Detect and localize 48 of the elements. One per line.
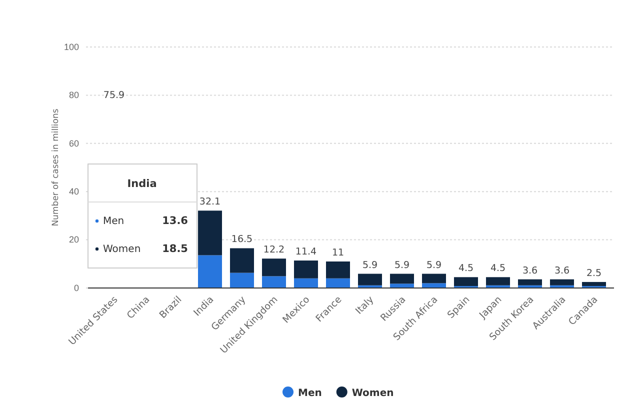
total-label: 2.5 <box>586 268 602 279</box>
total-label: 12.2 <box>263 244 285 256</box>
legend-label: Men <box>298 388 322 399</box>
total-label: 16.5 <box>231 234 253 246</box>
y-tick-label: 80 <box>68 90 79 100</box>
annotation: India <box>127 178 157 190</box>
total-label: 5.9 <box>362 260 378 271</box>
legend-label: Women <box>352 388 394 399</box>
y-tick-label: 0 <box>74 282 79 293</box>
total-label: 5.9 <box>426 260 442 271</box>
bar <box>326 278 350 288</box>
total-label: 5.9 <box>394 260 410 271</box>
annotation: 18.5 <box>162 243 188 255</box>
bar <box>198 255 222 288</box>
annotation: 75.9 <box>103 90 125 101</box>
y-tick-label: 40 <box>68 186 79 196</box>
total-label: 4.5 <box>490 263 506 274</box>
bar <box>582 282 606 286</box>
total-label: 11 <box>332 247 344 258</box>
total-label: 3.6 <box>554 265 570 276</box>
bar <box>518 279 542 286</box>
annotation: Women <box>103 244 141 255</box>
y-tick-label: 100 <box>64 42 79 52</box>
bar <box>550 279 574 286</box>
bar <box>358 274 382 286</box>
total-label: 11.4 <box>295 246 317 258</box>
bar <box>294 278 318 288</box>
annotation: 13.6 <box>162 215 188 227</box>
bar <box>230 272 254 288</box>
y-tick-label: 60 <box>68 138 79 148</box>
bar <box>230 248 254 273</box>
bar <box>422 274 446 284</box>
y-axis-title: Number of cases in millions <box>51 108 61 226</box>
bar <box>262 276 286 288</box>
bar <box>390 274 414 284</box>
total-label: 32.1 <box>199 196 221 208</box>
bar <box>198 210 222 256</box>
bar <box>454 277 478 286</box>
y-tick-label: 20 <box>68 234 79 245</box>
bar <box>390 284 414 288</box>
total-label: 3.6 <box>522 265 538 276</box>
bar <box>326 261 350 278</box>
bar <box>422 283 446 288</box>
total-label: 4.5 <box>458 263 474 274</box>
bar <box>262 258 286 276</box>
annotation: Men <box>103 216 124 227</box>
bar <box>486 277 510 286</box>
bar <box>294 260 318 278</box>
